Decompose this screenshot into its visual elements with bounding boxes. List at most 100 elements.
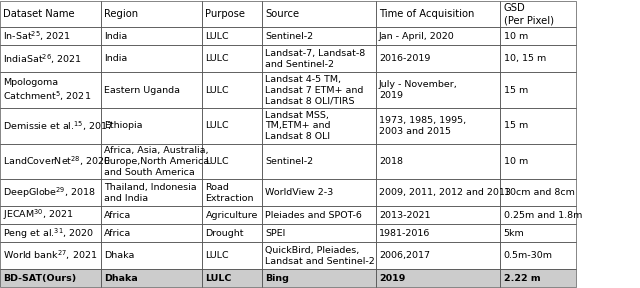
- Text: IndiaSat$^{26}$, 2021: IndiaSat$^{26}$, 2021: [3, 52, 83, 66]
- Bar: [262, 179, 376, 206]
- Text: LULC: LULC: [205, 54, 229, 63]
- Bar: [0, 1, 101, 27]
- Bar: [500, 72, 576, 108]
- Text: 2016-2019: 2016-2019: [379, 54, 430, 63]
- Text: 2006,2017: 2006,2017: [379, 251, 430, 260]
- Bar: [376, 27, 500, 46]
- Bar: [262, 144, 376, 179]
- Bar: [0, 27, 101, 46]
- Bar: [202, 144, 262, 179]
- Bar: [101, 242, 202, 269]
- Text: 10, 15 m: 10, 15 m: [504, 54, 546, 63]
- Bar: [500, 242, 576, 269]
- Bar: [101, 269, 202, 287]
- Text: Jan - April, 2020: Jan - April, 2020: [379, 32, 454, 41]
- Bar: [500, 179, 576, 206]
- Bar: [376, 144, 500, 179]
- Bar: [202, 269, 262, 287]
- Bar: [262, 72, 376, 108]
- Bar: [376, 1, 500, 27]
- Bar: [101, 269, 202, 287]
- Bar: [101, 206, 202, 224]
- Text: Ethiopia: Ethiopia: [104, 121, 143, 130]
- Bar: [202, 224, 262, 242]
- Text: 1981-2016: 1981-2016: [379, 229, 430, 238]
- Text: Purpose: Purpose: [205, 9, 246, 19]
- Text: LandCoverNet$^{28}$, 2020: LandCoverNet$^{28}$, 2020: [3, 155, 111, 168]
- Bar: [500, 206, 576, 224]
- Text: Landsat MSS,
TM,ETM+ and
Landsat 8 OLI: Landsat MSS, TM,ETM+ and Landsat 8 OLI: [265, 111, 330, 141]
- Bar: [262, 269, 376, 287]
- Bar: [0, 144, 101, 179]
- Text: 2.22 m: 2.22 m: [504, 274, 540, 283]
- Bar: [0, 269, 101, 287]
- Text: LULC: LULC: [205, 157, 229, 166]
- Bar: [376, 242, 500, 269]
- Text: LULC: LULC: [205, 274, 232, 283]
- Text: Road
Extraction: Road Extraction: [205, 183, 254, 202]
- Bar: [376, 179, 500, 206]
- Bar: [376, 224, 500, 242]
- Text: Africa: Africa: [104, 229, 132, 238]
- Bar: [0, 224, 101, 242]
- Bar: [262, 1, 376, 27]
- Text: Africa, Asia, Australia,
Europe,North America
and South America: Africa, Asia, Australia, Europe,North Am…: [104, 146, 209, 177]
- Text: Dataset Name: Dataset Name: [3, 9, 75, 19]
- Bar: [101, 144, 202, 179]
- Text: World bank$^{27}$, 2021: World bank$^{27}$, 2021: [3, 249, 97, 262]
- Text: LULC: LULC: [205, 251, 229, 260]
- Bar: [500, 108, 576, 144]
- Text: QuickBird, Pleiades,
Landsat and Sentinel-2: QuickBird, Pleiades, Landsat and Sentine…: [265, 246, 374, 266]
- Text: WorldView 2-3: WorldView 2-3: [265, 188, 333, 197]
- Text: JECAM$^{30}$, 2021: JECAM$^{30}$, 2021: [3, 208, 74, 222]
- Bar: [262, 46, 376, 72]
- Text: India: India: [104, 54, 127, 63]
- Text: 10 m: 10 m: [504, 157, 528, 166]
- Bar: [202, 179, 262, 206]
- Bar: [202, 46, 262, 72]
- Text: Eastern Uganda: Eastern Uganda: [104, 86, 180, 95]
- Text: Pleiades and SPOT-6: Pleiades and SPOT-6: [265, 211, 362, 220]
- Text: Sentinel-2: Sentinel-2: [265, 32, 313, 41]
- Bar: [376, 269, 500, 287]
- Bar: [262, 27, 376, 46]
- Bar: [202, 72, 262, 108]
- Text: Time of Acquisition: Time of Acquisition: [379, 9, 474, 19]
- Bar: [0, 72, 101, 108]
- Bar: [0, 206, 101, 224]
- Bar: [202, 108, 262, 144]
- Bar: [0, 242, 101, 269]
- Bar: [262, 224, 376, 242]
- Text: 10cm and 8cm: 10cm and 8cm: [504, 188, 575, 197]
- Bar: [500, 269, 576, 287]
- Bar: [101, 108, 202, 144]
- Text: 0.25m and 1.8m: 0.25m and 1.8m: [504, 211, 582, 220]
- Text: In-Sat$^{25}$, 2021: In-Sat$^{25}$, 2021: [3, 30, 71, 43]
- Text: Agriculture: Agriculture: [205, 211, 258, 220]
- Bar: [0, 108, 101, 144]
- Text: LULC: LULC: [205, 32, 229, 41]
- Text: Mpologoma
Catchment$^{5}$, 2021: Mpologoma Catchment$^{5}$, 2021: [3, 77, 92, 103]
- Bar: [101, 1, 202, 27]
- Text: Bing: Bing: [265, 274, 289, 283]
- Bar: [500, 1, 576, 27]
- Text: Thailand, Indonesia
and India: Thailand, Indonesia and India: [104, 183, 197, 202]
- Text: Landsat 4-5 TM,
Landsat 7 ETM+ and
Landsat 8 OLI/TIRS: Landsat 4-5 TM, Landsat 7 ETM+ and Lands…: [265, 75, 364, 105]
- Text: LULC: LULC: [205, 86, 229, 95]
- Bar: [202, 206, 262, 224]
- Text: 2019: 2019: [379, 274, 405, 283]
- Text: 2018: 2018: [379, 157, 403, 166]
- Text: 15 m: 15 m: [504, 86, 528, 95]
- Text: BD-SAT(Ours): BD-SAT(Ours): [3, 274, 76, 283]
- Bar: [500, 144, 576, 179]
- Text: July - November,
2019: July - November, 2019: [379, 80, 458, 100]
- Bar: [202, 1, 262, 27]
- Bar: [376, 206, 500, 224]
- Text: 15 m: 15 m: [504, 121, 528, 130]
- Bar: [202, 269, 262, 287]
- Bar: [376, 72, 500, 108]
- Bar: [101, 46, 202, 72]
- Bar: [376, 108, 500, 144]
- Bar: [101, 27, 202, 46]
- Text: 1973, 1985, 1995,
2003 and 2015: 1973, 1985, 1995, 2003 and 2015: [379, 116, 466, 136]
